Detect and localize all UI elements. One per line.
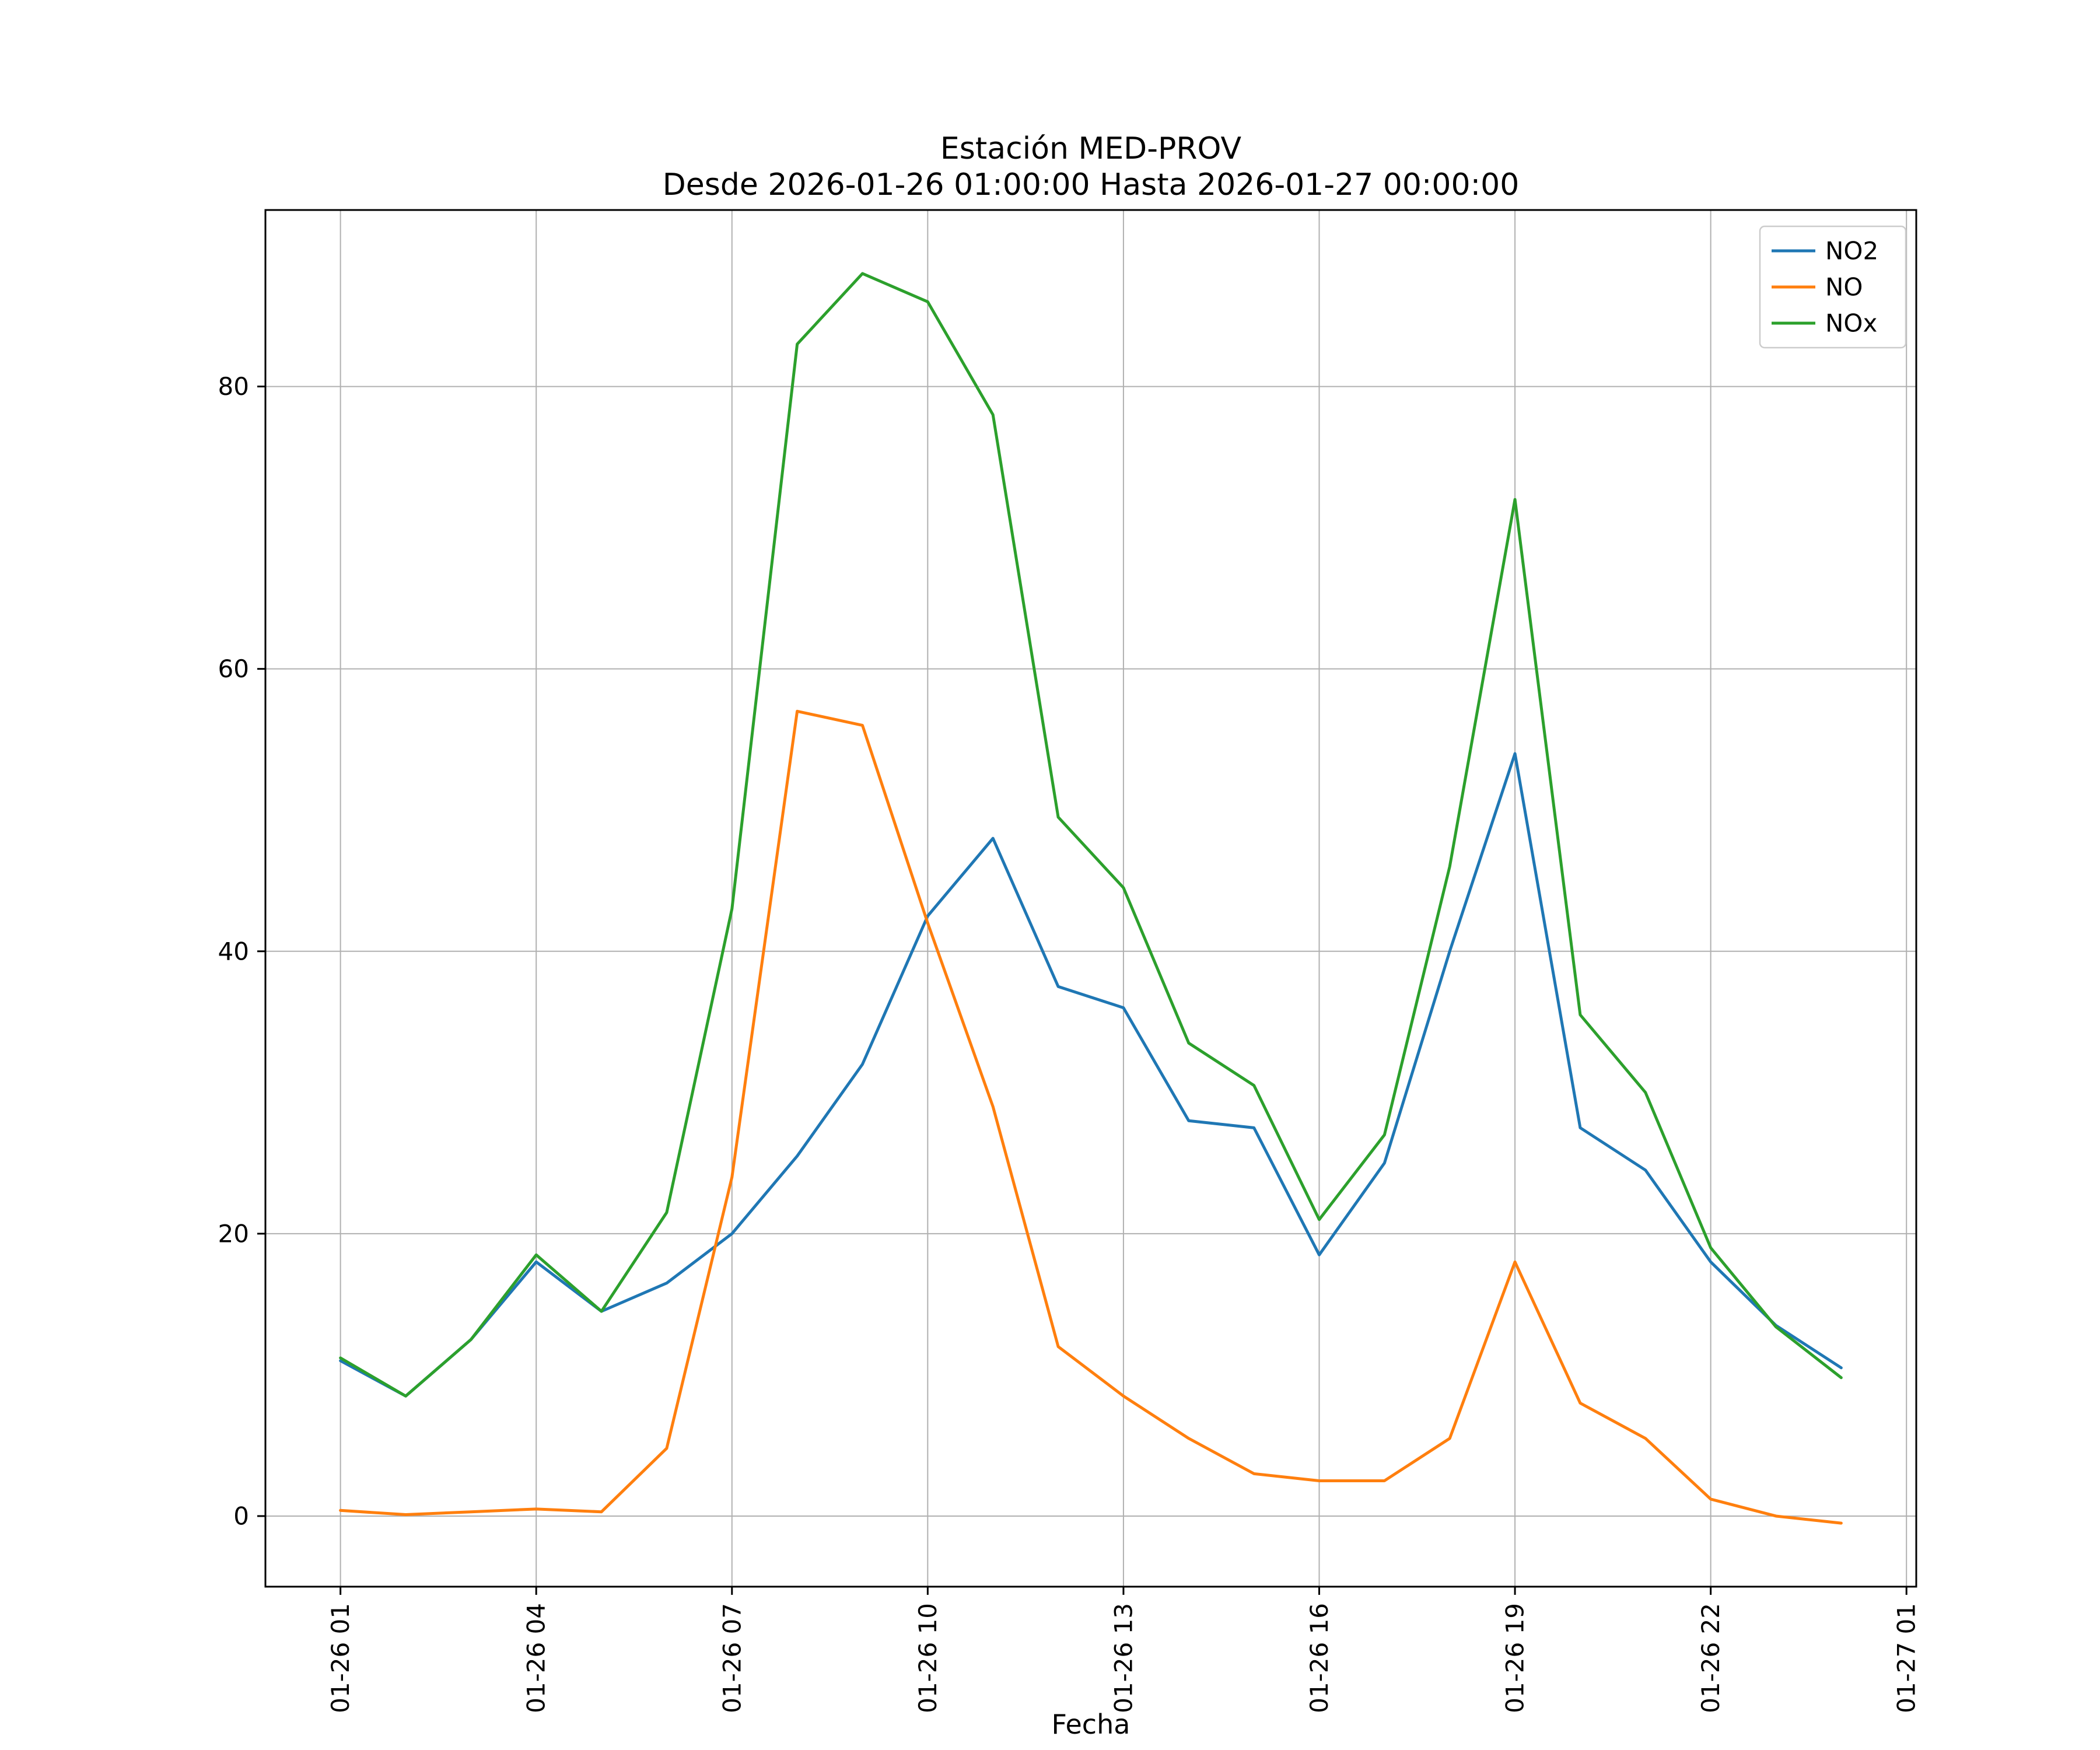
legend-label-no: NO — [1825, 273, 1863, 302]
x-tick-label: 01-26 22 — [1696, 1603, 1725, 1713]
legend-label-nox: NOx — [1825, 309, 1877, 338]
axes-layer: 01-26 01 01-26 04 01-26 07 01-26 10 01-26 13… — [218, 209, 1921, 1713]
x-tick-label: 01-26 16 — [1305, 1603, 1334, 1713]
legend: NO2 NO NOx — [1759, 225, 1907, 349]
x-axis-label: Fecha — [1052, 1709, 1130, 1740]
series-line-nox — [339, 272, 1843, 1398]
y-tick-label: 80 — [218, 372, 249, 401]
chart-subtitle: Desde 2026-01-26 01:00:00 Hasta 2026-01-… — [663, 167, 1520, 202]
series-line-no — [339, 709, 1843, 1525]
series-layer — [339, 272, 1843, 1525]
x-tick-label: 01-26 19 — [1501, 1603, 1530, 1713]
legend-box — [1759, 225, 1907, 349]
x-tick-label: 01-26 01 — [326, 1603, 355, 1713]
plot-border — [264, 209, 1917, 1588]
series-line-no2 — [339, 752, 1843, 1398]
x-tick-label: 01-26 07 — [718, 1603, 746, 1713]
x-tick-label: 01-26 10 — [914, 1603, 942, 1713]
y-tick-label: 60 — [218, 654, 249, 683]
x-tick-label: 01-26 13 — [1109, 1603, 1138, 1713]
y-tick-label: 0 — [233, 1502, 249, 1530]
y-tick-label: 20 — [218, 1219, 249, 1248]
x-tick-label: 01-26 04 — [522, 1603, 551, 1713]
y-tick-label: 40 — [218, 937, 249, 965]
x-tick-label: 01-27 01 — [1892, 1603, 1921, 1713]
legend-label-no2: NO2 — [1825, 237, 1878, 265]
chart-title: Estación MED-PROV — [940, 131, 1242, 166]
grid-layer — [265, 210, 1916, 1587]
